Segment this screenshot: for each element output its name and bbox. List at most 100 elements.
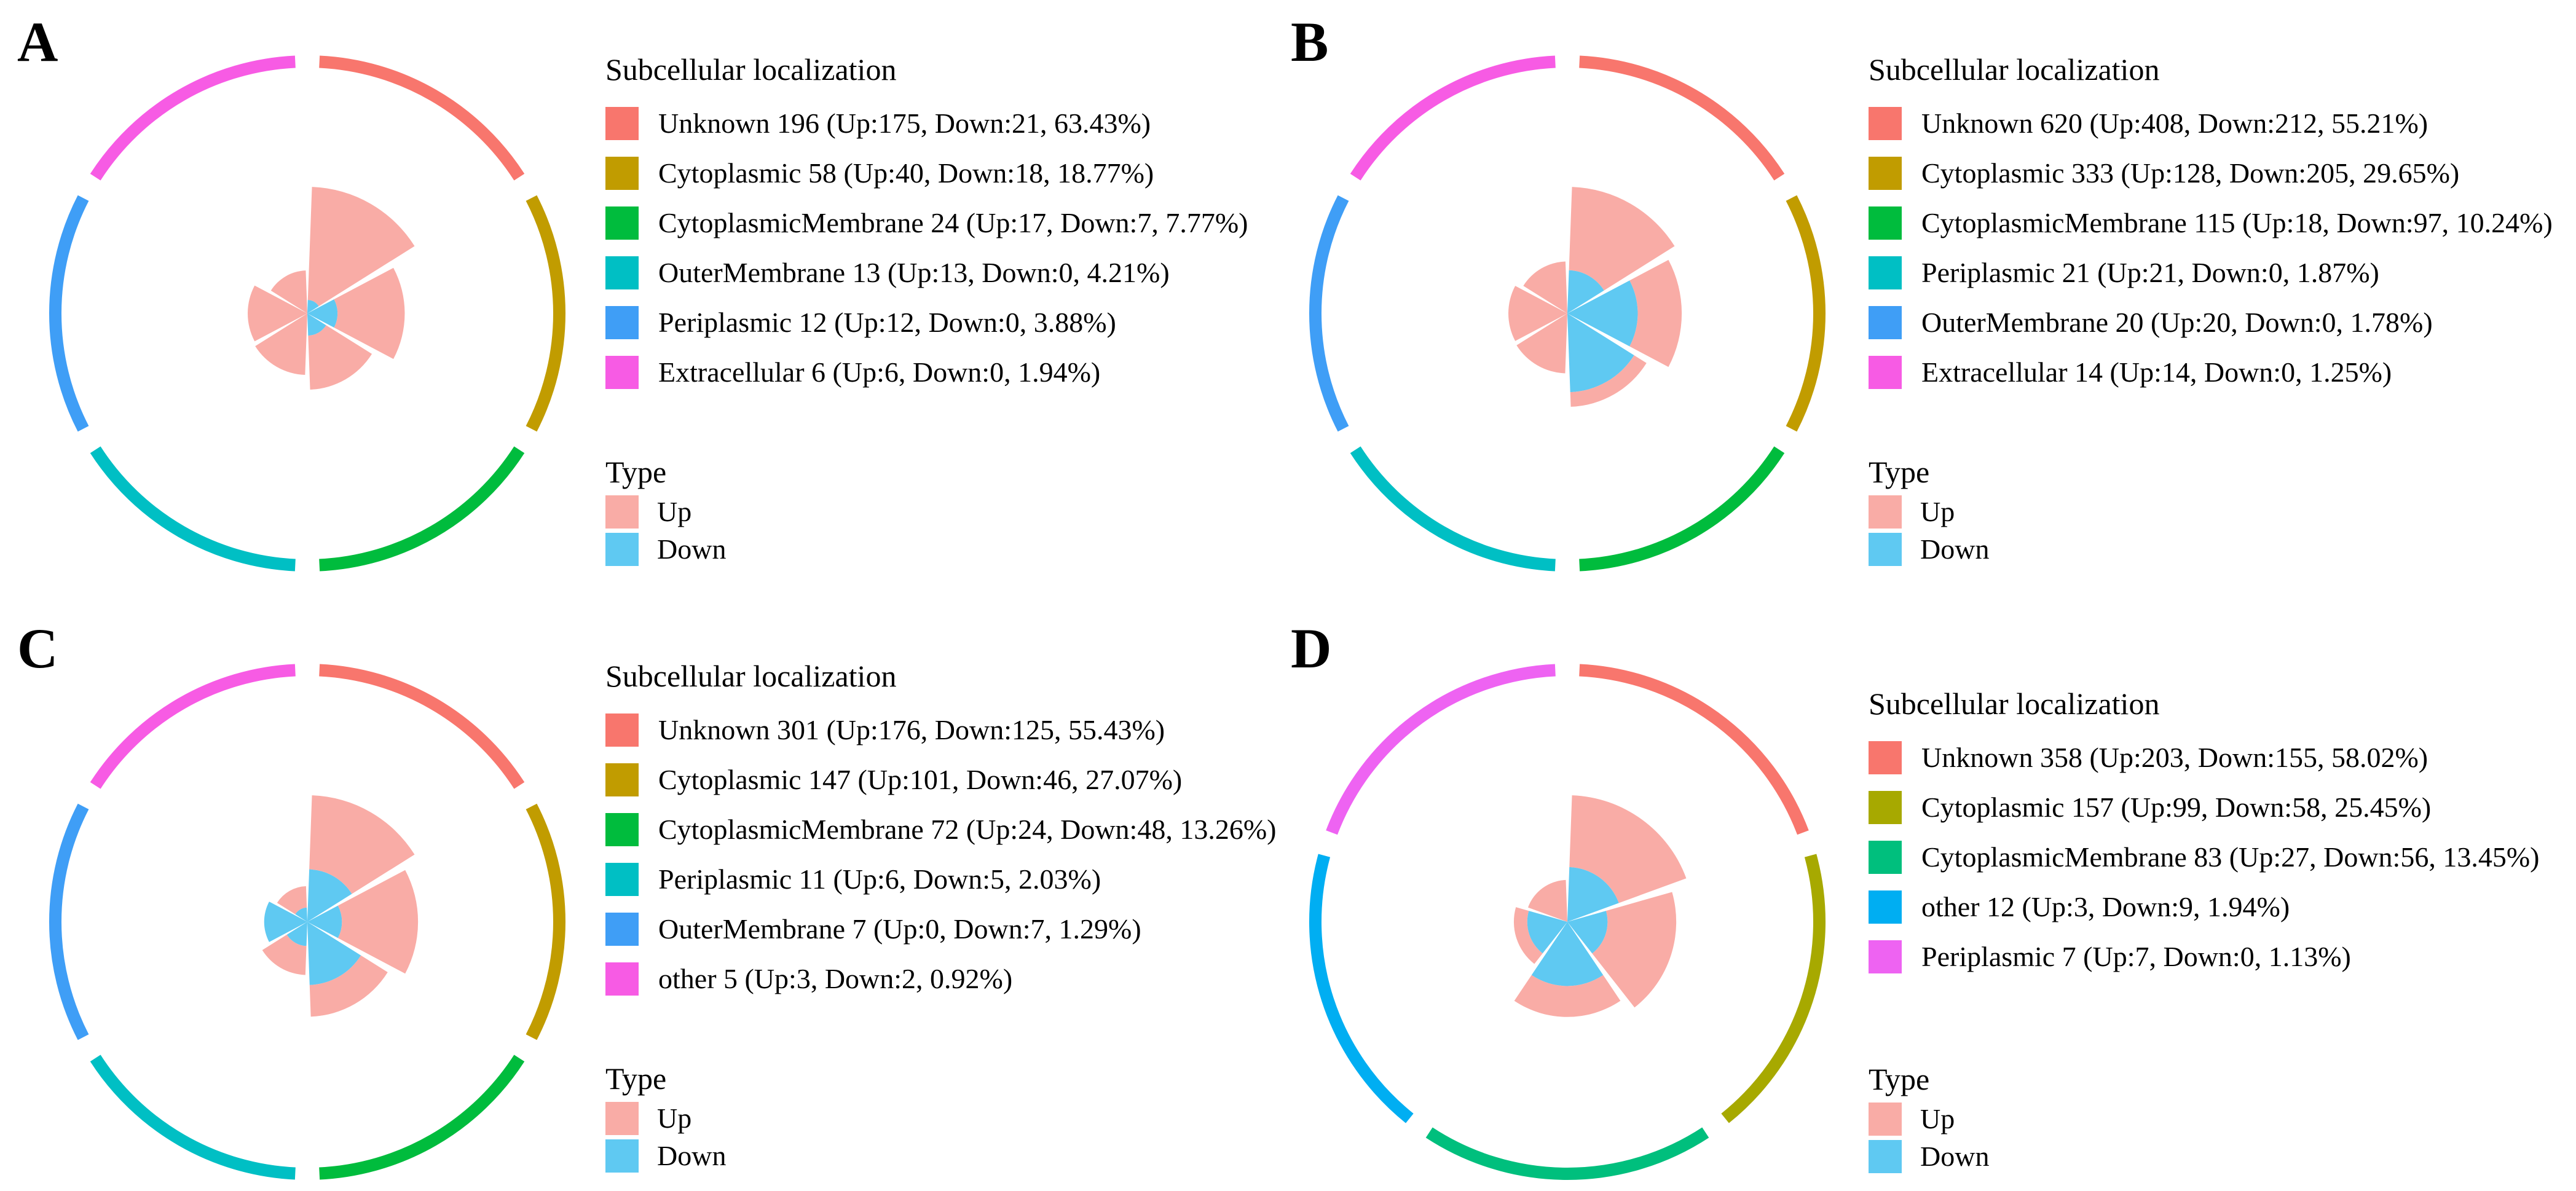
legend-item: other 5 (Up:3, Down:2, 0.92%)	[605, 954, 1276, 1004]
panel-a-wedge-up-Periplasmic	[248, 285, 307, 342]
panel-b-wedge-up-OuterMembrane	[1508, 286, 1567, 341]
type-legend-title: Type	[605, 455, 667, 489]
legend-item-label: Periplasmic 7 (Up:7, Down:0, 1.13%)	[1921, 941, 2351, 972]
panel-a-legend: Subcellular localization Unknown 196 (Up:…	[605, 52, 1248, 568]
legend-item-label: CytoplasmicMembrane 83 (Up:27, Down:56, …	[1921, 841, 2540, 873]
legend-item-label: Cytoplasmic 147 (Up:101, Down:46, 27.07%…	[658, 764, 1183, 795]
legend-swatch	[605, 305, 639, 339]
panel-a-wedge-up-OuterMembrane	[255, 313, 307, 375]
type-legend-label: Up	[657, 1103, 692, 1134]
type-legend-item: Down	[1869, 530, 2553, 568]
panel-c-ring-arc-Cytoplasmic	[526, 803, 565, 1040]
type-legend-item: Up	[1869, 493, 2553, 530]
legend-title: Subcellular localization	[605, 659, 897, 693]
panel-d-ring-arc-Cytoplasmic	[1721, 854, 1826, 1123]
panel-d-wedge-down-Cytoplasmic	[1567, 911, 1608, 954]
panel-c-wedge-up-Cytoplasmic	[337, 870, 419, 974]
legend-item: Periplasmic 21 (Up:21, Down:0, 1.87%)	[1869, 248, 2553, 297]
type-legend-swatch	[605, 532, 639, 566]
legend-swatch	[605, 912, 639, 946]
panel-c-ring-arc-CytoplasmicMembrane	[319, 1055, 525, 1180]
panel-d-ring-arc-Periplasmic	[1326, 664, 1556, 835]
panel-d-ring-arc-Unknown	[1579, 664, 1809, 835]
type-legend-swatch	[1869, 1139, 1902, 1173]
legend-swatch	[1869, 305, 1902, 339]
legend-item-label: Periplasmic 12 (Up:12, Down:0, 3.88%)	[658, 307, 1116, 338]
legend-item: OuterMembrane 7 (Up:0, Down:7, 1.29%)	[605, 904, 1276, 954]
panel-a-ring-arc-Cytoplasmic	[526, 195, 565, 432]
legend-item-label: Cytoplasmic 58 (Up:40, Down:18, 18.77%)	[658, 157, 1154, 189]
legend-item-label: Periplasmic 21 (Up:21, Down:0, 1.87%)	[1921, 257, 2379, 288]
panel-d-wedge-up-Periplasmic	[1527, 879, 1567, 922]
panel-d-wedge-up-Cytoplasmic	[1592, 892, 1677, 1008]
legend-swatch	[605, 156, 639, 190]
panel-d-ring-arc-CytoplasmicMembrane	[1425, 1127, 1709, 1180]
legend-item: Cytoplasmic 333 (Up:128, Down:205, 29.65…	[1869, 148, 2553, 198]
legend-item: Periplasmic 12 (Up:12, Down:0, 3.88%)	[605, 297, 1248, 347]
panel-c-ring-arc-OuterMembrane	[49, 803, 89, 1040]
legend-item-label: CytoplasmicMembrane 115 (Up:18, Down:97,…	[1921, 207, 2553, 238]
legend-item-label: CytoplasmicMembrane 72 (Up:24, Down:48, …	[658, 814, 1277, 845]
legend-item: Periplasmic 7 (Up:7, Down:0, 1.13%)	[1869, 932, 2539, 981]
legend-item: CytoplasmicMembrane 24 (Up:17, Down:7, 7…	[605, 198, 1248, 248]
type-legend-title: Type	[1869, 1062, 1930, 1096]
type-legend-item: Up	[605, 493, 1248, 530]
legend-swatch	[605, 355, 639, 389]
panel-a-wedge-up-Unknown	[307, 187, 415, 307]
panel-c-wedge-up-CytoplasmicMembrane	[309, 955, 388, 1017]
type-legend-label: Down	[1920, 533, 1990, 565]
legend-swatch	[605, 962, 639, 996]
type-legend-label: Down	[657, 533, 727, 565]
type-legend-label: Up	[1920, 496, 1955, 527]
panel-b-wedge-down-CytoplasmicMembrane	[1567, 313, 1634, 393]
legend-swatch	[1869, 940, 1902, 973]
panel-c-ring-arc-other	[90, 664, 296, 789]
panel-b-ring-arc-OuterMembrane	[1309, 195, 1349, 432]
panel-a-ring-arc-Periplasmic	[49, 195, 89, 432]
panel-a-ring-arc-OuterMembrane	[90, 446, 296, 572]
panel-b-legend: Subcellular localization Unknown 620 (Up:…	[1869, 52, 2553, 568]
legend-swatch	[1869, 790, 1902, 824]
legend-item: Cytoplasmic 147 (Up:101, Down:46, 27.07%…	[605, 755, 1276, 804]
legend-item: Extracellular 6 (Up:6, Down:0, 1.94%)	[605, 347, 1248, 397]
legend-swatch	[605, 763, 639, 796]
legend-item: Cytoplasmic 58 (Up:40, Down:18, 18.77%)	[605, 148, 1248, 198]
legend-item-label: Periplasmic 11 (Up:6, Down:5, 2.03%)	[658, 863, 1101, 895]
type-legend-item: Up	[1869, 1100, 2539, 1138]
panel-c-wedge-down-OuterMembrane	[264, 902, 307, 942]
panel-b-wedge-up-Unknown	[1569, 187, 1675, 291]
panel-a-wedge-up-CytoplasmicMembrane	[308, 325, 372, 390]
type-legend-title: Type	[1869, 455, 1930, 489]
type-legend-swatch	[605, 495, 639, 529]
panel-b-wedge-up-Cytoplasmic	[1629, 259, 1682, 368]
legend-swatch	[1869, 156, 1902, 190]
legend-item: Unknown 358 (Up:203, Down:155, 58.02%)	[1869, 733, 2539, 782]
legend-item-label: other 5 (Up:3, Down:2, 0.92%)	[658, 963, 1013, 994]
legend-item-label: Cytoplasmic 157 (Up:99, Down:58, 25.45%)	[1921, 792, 2432, 823]
type-legend-item: Down	[605, 1137, 1276, 1174]
legend-item-label: OuterMembrane 13 (Up:13, Down:0, 4.21%)	[658, 257, 1170, 288]
panel-c-wedge-down-CytoplasmicMembrane	[307, 922, 361, 985]
legend-title: Subcellular localization	[1869, 686, 2160, 721]
type-legend: Type Up Down	[605, 455, 1248, 568]
panel-a-wedge-down-Unknown	[307, 299, 319, 313]
panel-b-wedge-up-Extracellular	[1523, 261, 1567, 313]
legend-item: Periplasmic 11 (Up:6, Down:5, 2.03%)	[605, 854, 1276, 904]
panel-a-wedge-down-CytoplasmicMembrane	[307, 313, 326, 336]
panel-a-wedge-up-Cytoplasmic	[334, 267, 405, 360]
legend-swatch	[1869, 890, 1902, 924]
type-legend-label: Up	[657, 496, 692, 527]
legend-item: CytoplasmicMembrane 115 (Up:18, Down:97,…	[1869, 198, 2553, 248]
panel-d-wedge-up-Unknown	[1569, 795, 1687, 903]
type-legend-label: Down	[1920, 1141, 1990, 1172]
legend-title: Subcellular localization	[1869, 52, 2160, 87]
legend-swatch	[605, 812, 639, 846]
type-legend-title: Type	[605, 1061, 667, 1096]
legend-item-label: CytoplasmicMembrane 24 (Up:17, Down:7, 7…	[658, 207, 1248, 238]
type-legend-swatch	[605, 1101, 639, 1135]
panel-a-wedge-down-Cytoplasmic	[307, 299, 338, 328]
panel-d-ring-arc-other	[1309, 854, 1414, 1123]
type-legend-item: Down	[605, 530, 1248, 568]
